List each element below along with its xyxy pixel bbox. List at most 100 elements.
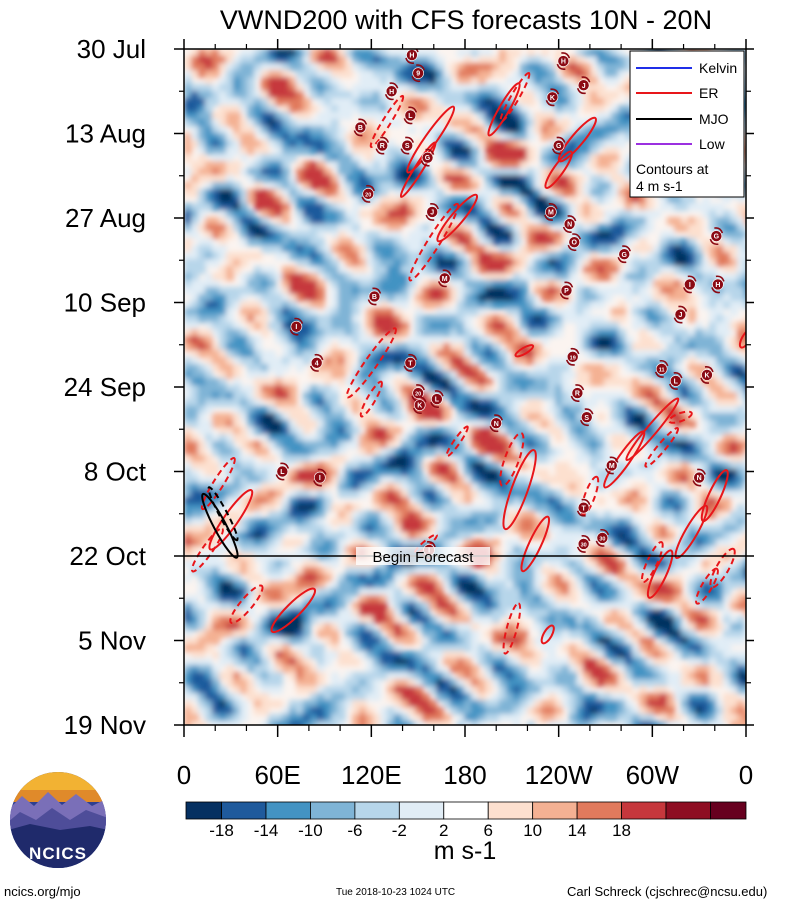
heat-cell-3832: [331, 434, 339, 442]
heat-cell-402: [562, 84, 570, 92]
heat-cell-2087: [317, 259, 325, 267]
heat-cell-3744: [737, 420, 745, 428]
heat-cell-2527: [359, 301, 367, 309]
heat-cell-876: [485, 133, 493, 141]
heat-cell-3021: [590, 350, 598, 358]
heat-cell-4415: [520, 490, 528, 498]
heat-cell-4770: [611, 525, 619, 533]
heat-cell-1757: [394, 224, 402, 232]
heat-cell-3994: [464, 448, 472, 456]
heat-cell-712: [233, 119, 241, 127]
heat-cell-711: [226, 119, 234, 127]
heat-cell-3382: [688, 385, 696, 393]
heat-cell-941: [471, 140, 479, 148]
heat-cell-1701: [499, 217, 507, 225]
heat-cell-108: [499, 56, 507, 64]
heat-cell-893: [618, 133, 626, 141]
heat-cell-2372: [289, 287, 297, 295]
heat-cell-3693: [303, 420, 311, 428]
heat-cell-3972: [296, 448, 304, 456]
heat-cell-3625: [338, 413, 346, 421]
heat-cell-2547: [534, 301, 542, 309]
heat-cell-3824: [275, 434, 283, 442]
heat-cell-4546: [534, 504, 542, 512]
heat-cell-2276: [646, 273, 654, 281]
heat-cell-3970: [282, 448, 290, 456]
heat-cell-682: [555, 112, 563, 120]
heat-cell-160: [331, 63, 339, 71]
heat-cell-4275: [506, 476, 514, 484]
heat-cell-2574: [212, 308, 220, 316]
heat-cell-4501: [723, 497, 731, 505]
heat-cell-4032: [205, 455, 213, 463]
heat-cell-3550: [296, 406, 304, 414]
heat-cell-2447: [296, 294, 304, 302]
heat-cell-1541: [268, 203, 276, 211]
heat-cell-4198: [471, 469, 479, 477]
heat-cell-1332: [282, 182, 290, 190]
heat-cell-3721: [555, 420, 563, 428]
heat-cell-1481: [331, 196, 339, 204]
heat-cell-2962: [681, 343, 689, 351]
heat-cell-710: [219, 119, 227, 127]
heat-cell-3986: [408, 448, 416, 456]
heat-cell-4522: [338, 504, 346, 512]
heat-cell-1922: [639, 238, 647, 246]
heat-cell-2007: [184, 252, 192, 260]
heat-cell-2332: [534, 280, 542, 288]
heat-cell-2033: [387, 252, 395, 260]
heat-cell-3210: [415, 371, 423, 379]
heat-cell-4329: [380, 483, 388, 491]
heat-cell-4408: [471, 490, 479, 498]
heat-cell-4909: [646, 539, 654, 547]
heat-cell-4355: [576, 483, 584, 491]
heat-cell-3727: [611, 420, 619, 428]
heat-cell-3160: [548, 364, 556, 372]
heat-cell-2655: [366, 315, 374, 323]
heat-cell-2950: [590, 343, 598, 351]
heat-cell-4829: [555, 532, 563, 540]
heat-cell-4303: [184, 483, 192, 491]
heat-cell-551: [583, 98, 591, 106]
heat-cell-2987: [303, 350, 311, 358]
heat-cell-2328: [499, 280, 507, 288]
heat-cell-1707: [548, 217, 556, 225]
heat-cell-1649: [590, 210, 598, 218]
heat-cell-2086: [310, 259, 318, 267]
heat-cell-2420: [653, 287, 661, 295]
heat-cell-360: [233, 84, 241, 92]
heat-cell-2776: [233, 329, 241, 337]
heat-cell-685: [604, 112, 612, 120]
heat-cell-4047: [352, 455, 360, 463]
heat-cell-3870: [632, 434, 640, 442]
heat-cell-2980: [247, 350, 255, 358]
heat-cell-2876: [492, 336, 500, 344]
heat-cell-4803: [317, 532, 325, 540]
heat-cell-1499: [471, 196, 479, 204]
heat-cell-2491: [653, 294, 661, 302]
heat-cell-2726: [380, 322, 388, 330]
heat-cell-2769: [184, 329, 192, 337]
heat-cell-2770: [191, 329, 199, 337]
heat-cell-3266: [289, 378, 297, 386]
heat-cell-1838: [506, 231, 514, 239]
heat-cell-4747: [450, 525, 458, 533]
heat-cell-4166: [233, 469, 241, 477]
heat-cell-3256: [198, 378, 206, 386]
heat-cell-364: [268, 84, 276, 92]
heat-cell-4862: [240, 539, 248, 547]
heat-cell-588: [359, 105, 367, 113]
heat-cell-3652: [555, 413, 563, 421]
heat-cell-165: [366, 63, 374, 71]
heat-cell-1950: [324, 245, 332, 253]
heat-cell-4542: [492, 504, 500, 512]
heat-cell-1008: [471, 147, 479, 155]
heat-cell-4359: [632, 483, 640, 491]
heat-cell-524: [380, 98, 388, 106]
heat-cell-1438: [555, 189, 563, 197]
heat-cell-1200: [387, 168, 395, 176]
heat-cell-779: [261, 126, 269, 134]
heat-cell-2932: [422, 343, 430, 351]
heat-cell-3282: [450, 378, 458, 386]
heat-cell-676: [513, 112, 521, 120]
